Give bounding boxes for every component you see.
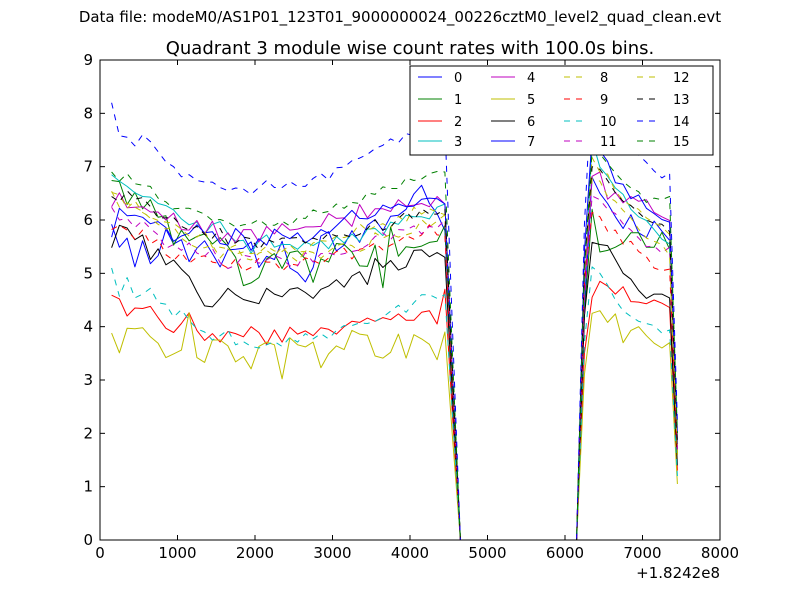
series-line-2 (111, 280, 678, 541)
series-line-6 (111, 224, 678, 541)
chart-title: Quadrant 3 module wise count rates with … (166, 38, 655, 59)
series-line-7 (111, 135, 678, 541)
series-line-5 (111, 310, 678, 541)
legend-entry-0: 0 (418, 71, 462, 86)
x-tick-label: 7000 (623, 544, 661, 562)
x-tick-label: 5000 (468, 544, 506, 562)
legend-entry-14: 14 (637, 115, 690, 130)
y-tick-label: 0 (83, 531, 93, 549)
series-line-15 (111, 150, 678, 541)
legend-entry-6: 6 (491, 115, 535, 130)
x-tick-label: 3000 (313, 544, 351, 562)
series-line-0 (111, 176, 678, 541)
legend-entry-10: 10 (564, 115, 617, 130)
legend-label: 13 (673, 93, 690, 108)
y-tick-label: 9 (83, 51, 93, 69)
legend-entry-15: 15 (637, 135, 690, 150)
legend-label: 1 (454, 93, 462, 108)
legend-label: 4 (527, 71, 535, 86)
legend-label: 7 (527, 135, 535, 150)
legend-entry-12: 12 (637, 71, 690, 86)
y-tick-label: 6 (83, 211, 93, 229)
x-tick-label: 6000 (546, 544, 584, 562)
legend-entry-9: 9 (564, 93, 608, 108)
legend-label: 10 (600, 115, 617, 130)
legend-entry-8: 8 (564, 71, 608, 86)
legend-label: 15 (673, 135, 690, 150)
legend-label: 5 (527, 93, 535, 108)
legend-label: 8 (600, 71, 608, 86)
x-offset-label: +1.8242e8 (636, 564, 720, 582)
legend-label: 6 (527, 115, 535, 130)
series-line-3 (111, 139, 678, 541)
legend-label: 3 (454, 135, 462, 150)
legend-label: 0 (454, 71, 462, 86)
y-tick-label: 1 (83, 478, 93, 496)
legend-entry-2: 2 (418, 115, 462, 130)
y-tick-label: 7 (83, 158, 93, 176)
x-tick-label: 2000 (236, 544, 274, 562)
y-tick-label: 8 (83, 104, 93, 122)
series-line-11 (111, 195, 678, 541)
suptitle: Data file: modeM0/AS1P01_123T01_90000000… (78, 8, 722, 26)
x-tick-label: 1000 (158, 544, 196, 562)
legend-entry-5: 5 (491, 93, 535, 108)
series-line-9 (111, 212, 678, 541)
legend-entry-4: 4 (491, 71, 535, 86)
legend-label: 2 (454, 115, 462, 130)
legend-label: 14 (673, 115, 690, 130)
legend-label: 9 (600, 93, 608, 108)
series-line-12 (111, 178, 678, 541)
y-tick-label: 2 (83, 424, 93, 442)
series-line-10 (111, 266, 678, 541)
legend-entry-11: 11 (564, 135, 617, 150)
x-tick-label: 0 (95, 544, 105, 562)
legend-entry-13: 13 (637, 93, 690, 108)
y-tick-label: 4 (83, 318, 93, 336)
series-layer (111, 74, 678, 541)
legend-entry-3: 3 (418, 135, 462, 150)
x-tick-label: 4000 (391, 544, 429, 562)
x-tick-label: 8000 (701, 544, 739, 562)
legend-entry-1: 1 (418, 93, 462, 108)
y-tick-label: 5 (83, 264, 93, 282)
legend-label: 12 (673, 71, 690, 86)
legend-label: 11 (600, 135, 617, 150)
ticks-layer: 0 1000 2000 3000 4000 5000 6000 7000 80000123456… (83, 51, 739, 562)
series-line-8 (111, 157, 678, 541)
y-tick-label: 3 (83, 371, 93, 389)
legend-frame (409, 65, 714, 156)
legend-entry-7: 7 (491, 135, 535, 150)
